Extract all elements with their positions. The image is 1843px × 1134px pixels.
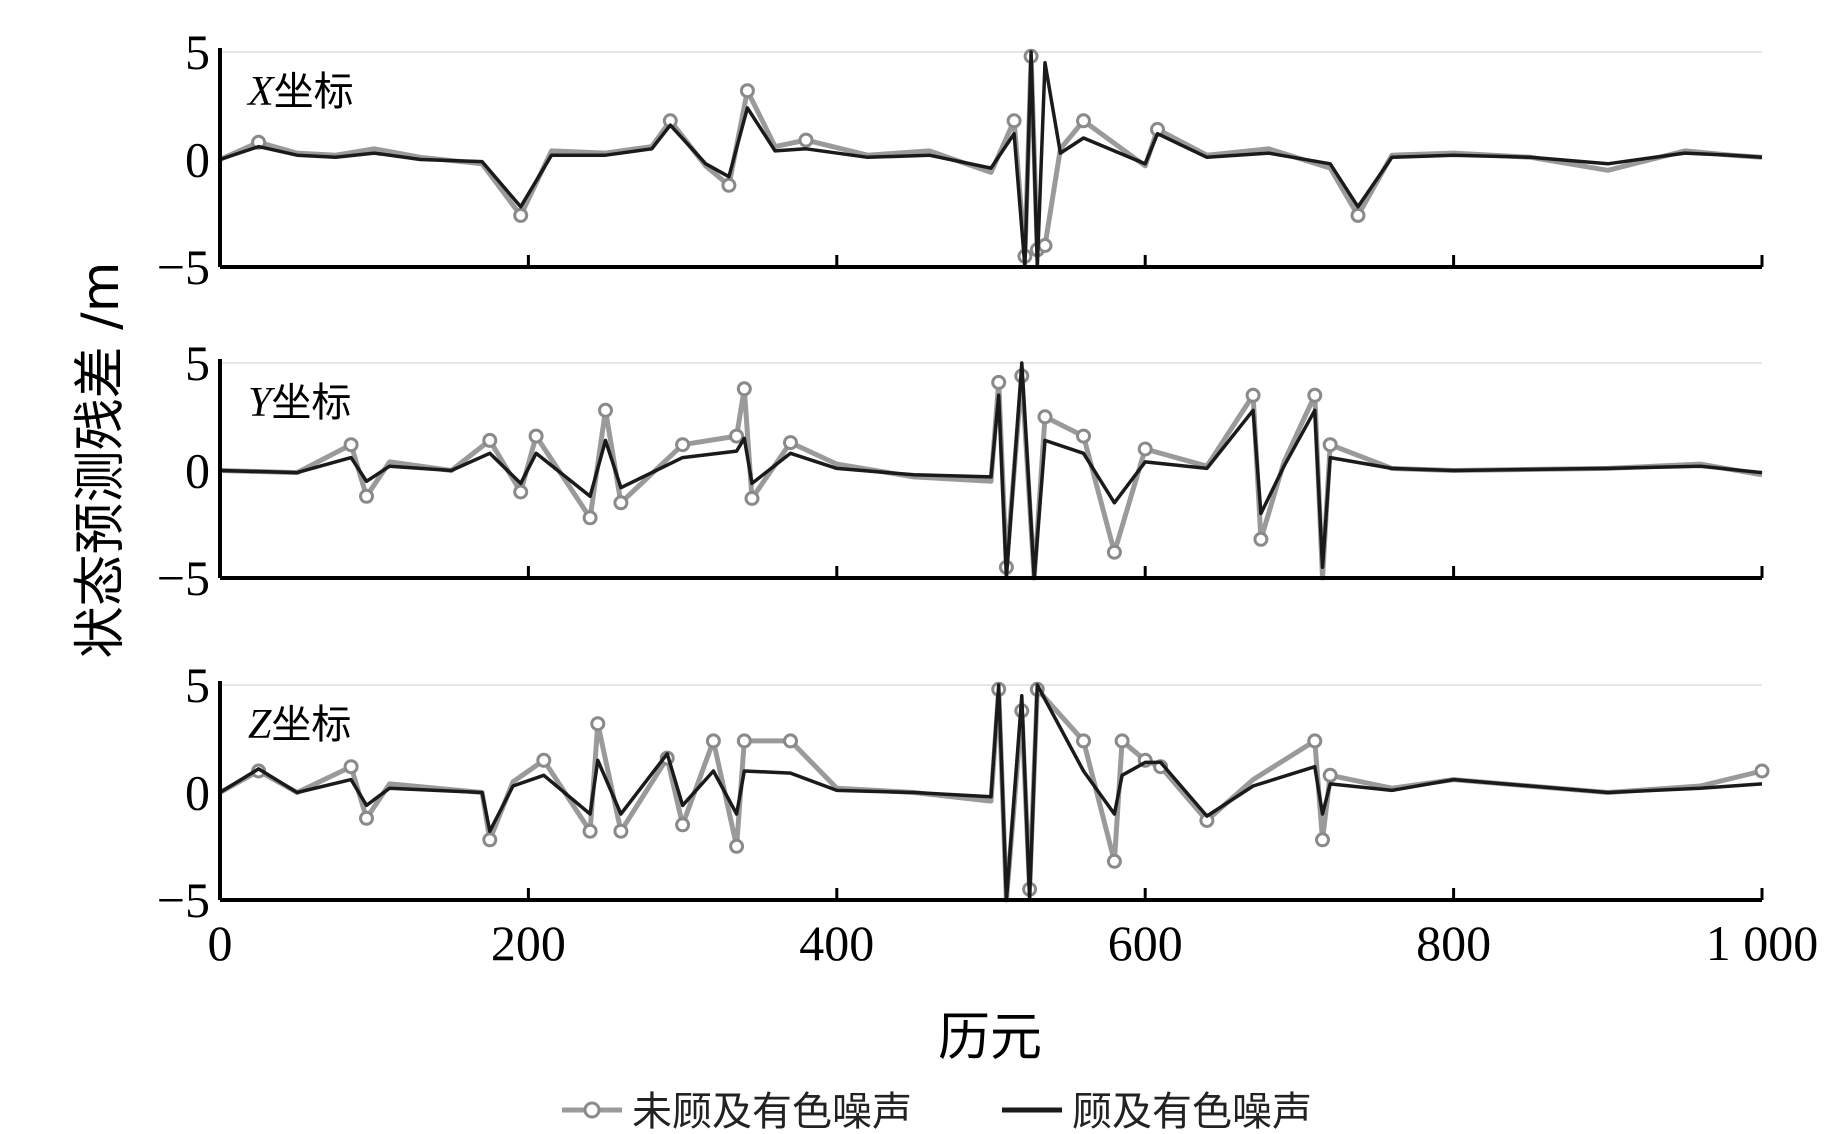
series-marker: [1037, 238, 1053, 253]
series-marker: [1137, 441, 1153, 457]
series-marker: [1253, 531, 1269, 547]
series-marker: [528, 428, 544, 444]
series-marker: [744, 490, 760, 506]
series-marker: [1315, 832, 1330, 848]
series-marker: [1754, 763, 1770, 779]
x-tick-label: 0: [208, 915, 233, 971]
y-tick-label: 5: [185, 24, 210, 80]
series-marker: [1307, 733, 1323, 749]
panel-label-z: Z坐标: [248, 702, 351, 748]
x-axis-title: 历元: [938, 1008, 1042, 1068]
series-marker: [1076, 428, 1091, 444]
panel-x: 5 0 −5 X坐标: [157, 24, 1764, 295]
y-tick-label: 0: [185, 765, 210, 821]
panel-label-letter: X: [246, 69, 276, 115]
series-line-colored-noise: [219, 361, 1763, 580]
series-marker: [513, 484, 529, 500]
series-marker: [1076, 113, 1091, 129]
series-marker: [675, 817, 691, 833]
series-line-colored-noise: [219, 50, 1763, 269]
series-marker: [729, 428, 745, 444]
series-marker: [675, 437, 691, 453]
series-marker: [798, 132, 814, 148]
series-marker: [1350, 207, 1366, 223]
series-marker: [1106, 544, 1122, 560]
series-marker: [482, 832, 498, 848]
legend: 未顾及有色噪声 顾及有色噪声: [562, 1089, 1312, 1134]
series-marker: [582, 510, 598, 526]
series-marker: [359, 810, 374, 826]
series-marker: [1106, 853, 1122, 869]
legend-marker-circle: [583, 1101, 601, 1119]
series-line-no-colored-noise: [218, 53, 1763, 259]
y-tick-label: −5: [157, 550, 210, 606]
panel-label-letter: Z: [248, 702, 272, 748]
x-tick-label: 200: [491, 915, 566, 971]
series-marker: [1322, 437, 1338, 453]
legend-label-no-colored-noise: 未顾及有色噪声: [632, 1089, 912, 1134]
series-marker: [513, 207, 529, 223]
series-marker: [736, 733, 752, 749]
series-marker: [1307, 387, 1323, 403]
series-marker: [783, 435, 798, 451]
series-marker: [739, 83, 755, 99]
x-tick-label: 800: [1416, 915, 1491, 971]
y-tick-label: 0: [185, 443, 210, 499]
y-tick-label: −5: [157, 239, 210, 295]
panel-label-y: Y坐标: [248, 380, 351, 426]
series-marker: [613, 823, 629, 839]
series-marker: [582, 823, 598, 839]
series-marker: [1322, 767, 1338, 783]
series-marker: [1037, 409, 1053, 425]
series-marker: [598, 402, 613, 418]
series-marker: [721, 177, 737, 193]
panel-label-text: 坐标: [271, 702, 351, 748]
y-tick-label: 0: [185, 132, 210, 188]
y-tick-label: 5: [185, 657, 210, 713]
series-marker: [1076, 733, 1091, 749]
series-marker: [343, 759, 359, 775]
series-line-colored-noise: [219, 683, 1763, 902]
y-tick-label: 5: [185, 335, 210, 391]
panel-y: 5 0 −5 Y坐标: [157, 335, 1764, 606]
series-marker: [613, 495, 629, 511]
series-marker: [343, 437, 359, 453]
panel-label-text: 坐标: [274, 69, 354, 115]
y-tick-label: −5: [157, 872, 210, 928]
panel-label-x: X坐标: [246, 69, 354, 115]
series-marker: [1006, 113, 1022, 129]
series-marker: [1245, 387, 1261, 403]
y-axis-title: 状态预测残差 /m: [71, 262, 131, 659]
series-marker: [991, 374, 1007, 390]
series-marker: [590, 716, 606, 732]
series-marker: [1114, 733, 1130, 749]
legend-label-colored-noise: 顾及有色噪声: [1072, 1089, 1312, 1134]
series-marker: [736, 381, 752, 397]
series-marker: [359, 488, 374, 504]
panel-label-letter: Y: [248, 380, 276, 426]
x-tick-label: 600: [1108, 915, 1183, 971]
x-tick-label: 400: [799, 915, 874, 971]
series-marker: [783, 733, 798, 749]
panel-label-text: 坐标: [271, 380, 351, 426]
x-tick-label: 1 000: [1706, 915, 1819, 971]
series-marker: [536, 752, 552, 768]
series-marker: [705, 733, 721, 749]
series-marker: [482, 432, 498, 448]
series-marker: [729, 838, 745, 854]
